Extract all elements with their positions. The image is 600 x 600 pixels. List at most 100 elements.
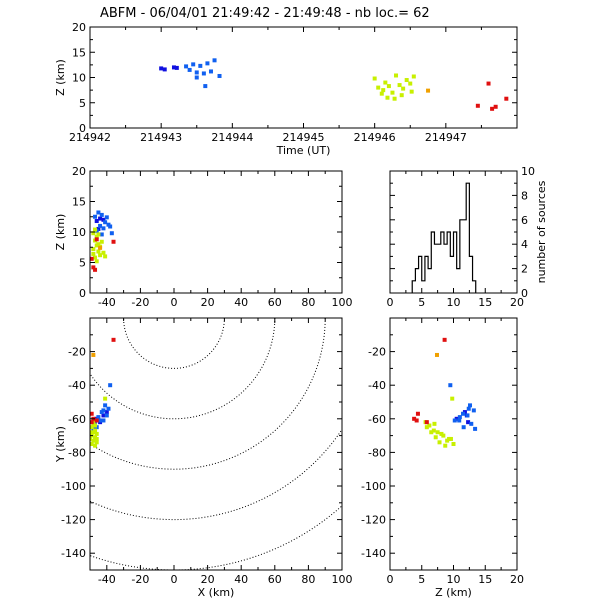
y-tick-label: -20 bbox=[68, 346, 86, 359]
x-tick-label: 40 bbox=[234, 573, 248, 586]
source-point bbox=[203, 84, 208, 89]
histogram-bar bbox=[438, 244, 441, 293]
x-tick-label: 20 bbox=[201, 296, 215, 309]
source-point bbox=[91, 251, 96, 256]
source-point bbox=[101, 413, 106, 418]
source-point bbox=[383, 80, 388, 85]
source-point bbox=[452, 418, 457, 423]
source-point bbox=[93, 227, 98, 232]
x-tick-label: 100 bbox=[332, 573, 353, 586]
source-point bbox=[108, 383, 113, 388]
x-tick-label: 214946 bbox=[354, 131, 396, 144]
source-point bbox=[93, 255, 98, 260]
x-tick-label: 5 bbox=[418, 296, 425, 309]
x-tick-label: 10 bbox=[447, 573, 461, 586]
source-point bbox=[94, 440, 99, 445]
source-point bbox=[93, 267, 98, 272]
y-tick-label: -40 bbox=[368, 379, 386, 392]
source-point bbox=[111, 337, 116, 342]
source-point bbox=[90, 411, 94, 416]
x-tick-label: 15 bbox=[478, 573, 492, 586]
x-tick-label: 0 bbox=[387, 573, 394, 586]
y-axis-label: Z (km) bbox=[54, 214, 67, 251]
source-point bbox=[404, 78, 409, 83]
source-point bbox=[111, 239, 116, 244]
source-point bbox=[90, 430, 92, 435]
source-point bbox=[104, 410, 109, 415]
source-point bbox=[93, 423, 98, 428]
histogram-bar bbox=[450, 256, 453, 293]
x-tick-label: -20 bbox=[131, 573, 149, 586]
y-tick-label: -20 bbox=[368, 346, 386, 359]
y-tick-label: -120 bbox=[361, 514, 386, 527]
x-tick-label: 20 bbox=[201, 573, 215, 586]
source-point bbox=[212, 58, 217, 63]
plot-frame bbox=[89, 170, 343, 294]
source-points bbox=[412, 337, 478, 448]
x-tick-label: 20 bbox=[510, 573, 524, 586]
source-point bbox=[376, 85, 381, 90]
source-point bbox=[91, 247, 96, 252]
source-point bbox=[372, 76, 377, 81]
y-tick-label: 0 bbox=[79, 287, 86, 300]
x-axis-label: Time (UT) bbox=[276, 144, 331, 157]
source-point bbox=[490, 106, 495, 111]
y-tick-label: -140 bbox=[361, 547, 386, 560]
source-point bbox=[191, 62, 196, 67]
source-point bbox=[96, 415, 101, 420]
y-tick-label: 15 bbox=[72, 46, 86, 59]
y-axis-label: number of sources bbox=[535, 180, 548, 283]
source-point bbox=[109, 231, 114, 236]
y-axis-label: Z (km) bbox=[54, 59, 67, 96]
source-point bbox=[104, 413, 109, 418]
source-point bbox=[94, 234, 99, 239]
y-tick-label: -60 bbox=[68, 413, 86, 426]
x-tick-label: 214942 bbox=[69, 131, 111, 144]
x-tick-label: -40 bbox=[98, 573, 116, 586]
x-tick-label: 0 bbox=[171, 296, 178, 309]
source-point bbox=[439, 431, 444, 436]
x-tick-label: 60 bbox=[268, 296, 282, 309]
source-point bbox=[469, 421, 474, 426]
source-point bbox=[103, 220, 108, 225]
source-point bbox=[94, 219, 99, 224]
source-point bbox=[93, 443, 98, 448]
source-point bbox=[184, 64, 189, 69]
y-tick-label: -140 bbox=[61, 547, 86, 560]
source-point bbox=[98, 245, 103, 250]
source-point bbox=[101, 250, 106, 255]
source-point bbox=[437, 440, 442, 445]
source-point bbox=[90, 256, 94, 261]
x-axis-label: Z (km) bbox=[435, 586, 472, 599]
y-tick-label: -100 bbox=[61, 480, 86, 493]
source-point bbox=[198, 63, 203, 68]
source-point bbox=[96, 210, 101, 215]
source-point bbox=[93, 428, 98, 433]
source-point bbox=[424, 425, 429, 430]
y-tick-label: 5 bbox=[79, 257, 86, 270]
source-point bbox=[171, 65, 176, 70]
y-tick-label: 10 bbox=[72, 226, 86, 239]
source-point bbox=[217, 73, 222, 78]
source-point bbox=[431, 428, 436, 433]
y-tick-label: 6 bbox=[521, 214, 528, 227]
source-point bbox=[427, 423, 432, 428]
figure-title: ABFM - 06/04/01 21:49:42 - 21:49:48 - nb… bbox=[100, 6, 430, 21]
histogram-outline bbox=[411, 182, 477, 293]
source-point bbox=[103, 254, 108, 259]
y-tick-label: 20 bbox=[72, 165, 86, 178]
x-tick-label: 0 bbox=[387, 296, 394, 309]
x-tick-label: 15 bbox=[478, 296, 492, 309]
source-point bbox=[90, 425, 94, 430]
range-ring bbox=[90, 318, 326, 470]
panel-altitude_y: 0 5 10 15 20 -20 -40 -60 -80 -100 -120 -140 Z (km) bbox=[361, 317, 524, 599]
source-point bbox=[101, 418, 106, 423]
source-point bbox=[448, 383, 453, 388]
source-points bbox=[159, 58, 509, 111]
histogram-bar bbox=[434, 244, 437, 293]
source-point bbox=[159, 66, 164, 71]
x-tick-label: 214943 bbox=[140, 131, 182, 144]
source-point bbox=[392, 96, 397, 101]
x-tick-label: 214944 bbox=[211, 131, 253, 144]
